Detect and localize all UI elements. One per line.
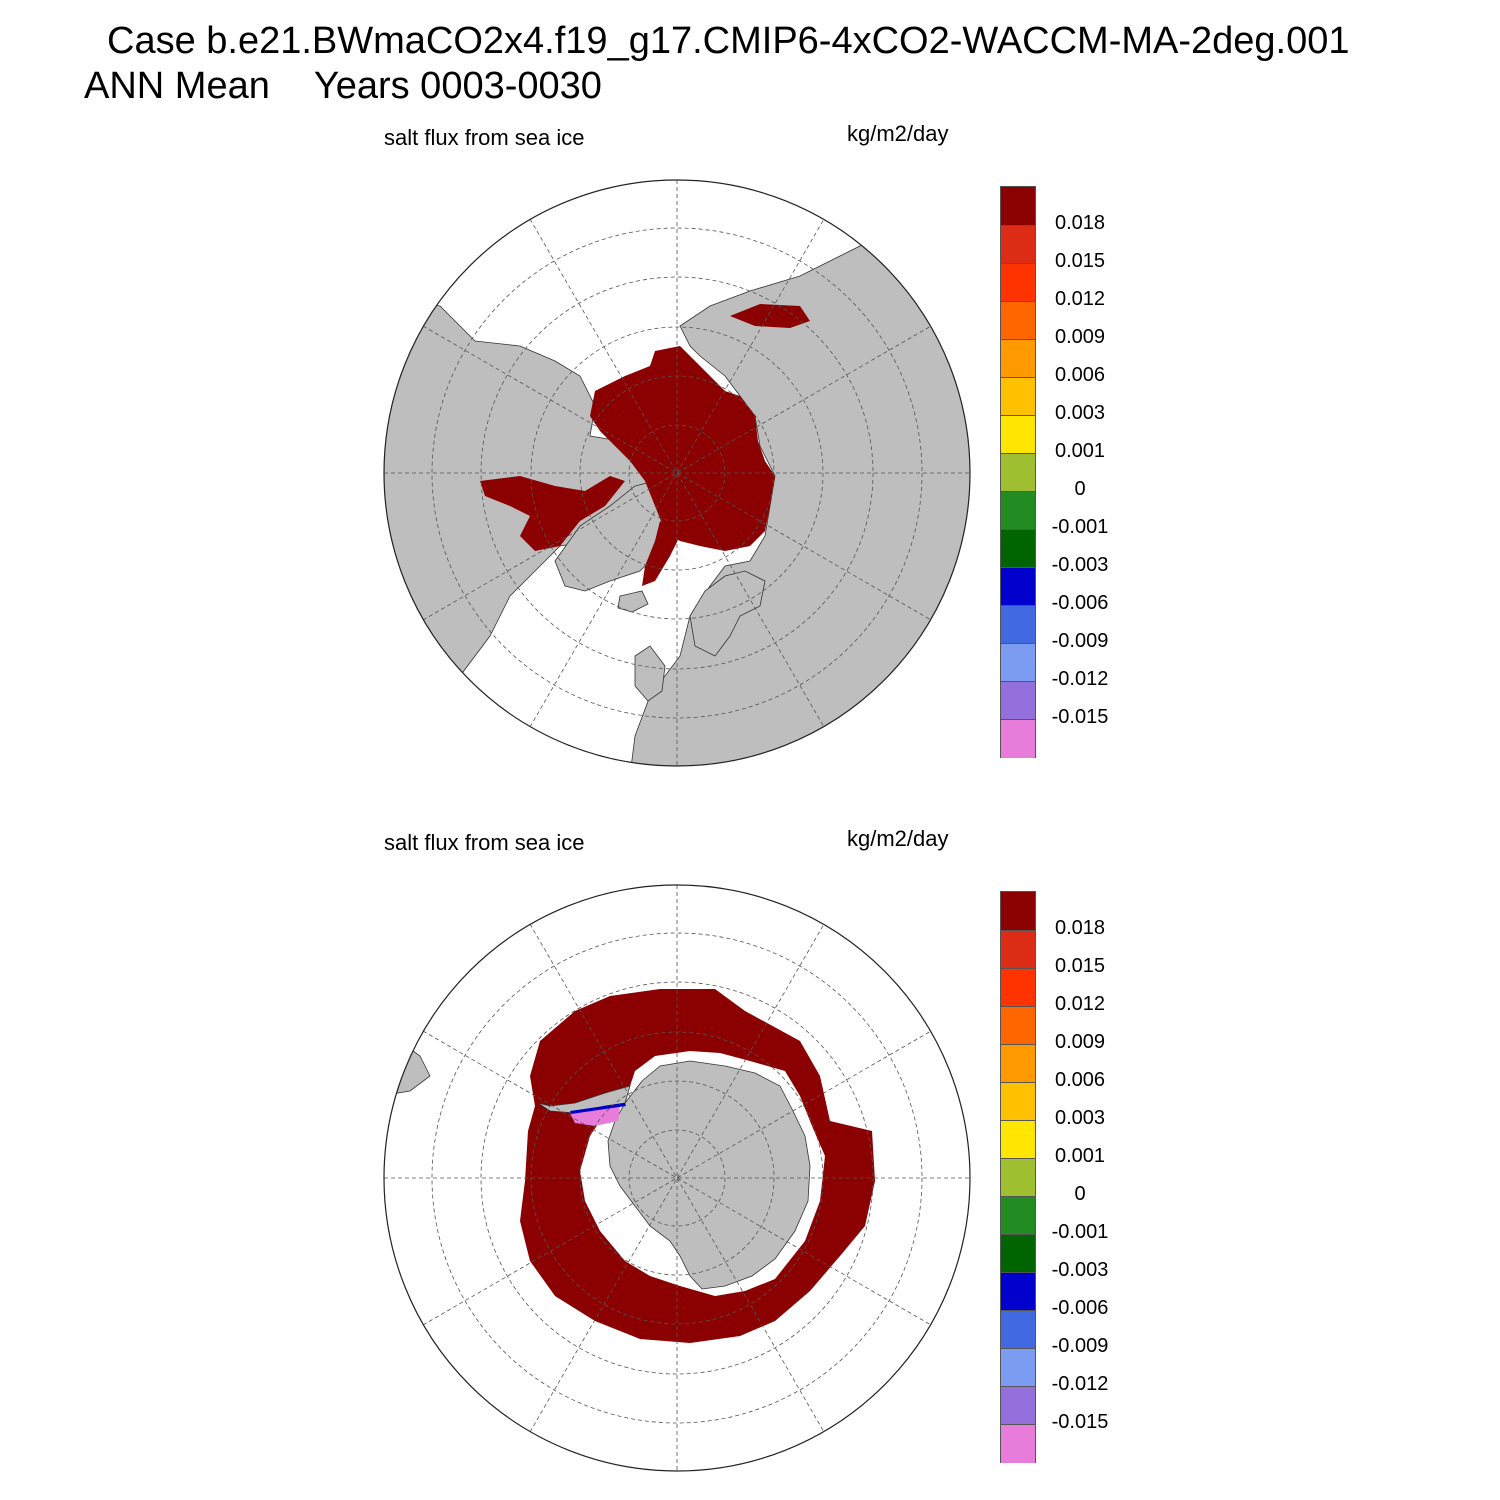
colorbar-swatch bbox=[1001, 1272, 1035, 1311]
north-polar-map bbox=[383, 179, 971, 767]
north-land-scandinavia bbox=[689, 570, 766, 657]
colorbar-swatch bbox=[1001, 968, 1035, 1007]
colorbar-tick-label: 0.009 bbox=[1054, 326, 1106, 348]
colorbar-swatch bbox=[1001, 681, 1035, 720]
colorbar-swatch bbox=[1001, 1082, 1035, 1121]
colorbar-tick-label: 0.001 bbox=[1054, 440, 1106, 462]
south-graticule bbox=[384, 885, 970, 1471]
colorbar-swatch bbox=[1001, 930, 1035, 969]
south-colorbar-frame bbox=[1000, 891, 1036, 1463]
colorbar-swatch bbox=[1001, 491, 1035, 530]
colorbar-tick-label: 0.015 bbox=[1054, 955, 1106, 977]
colorbar-swatch bbox=[1001, 719, 1035, 758]
colorbar-tick-label: -0.001 bbox=[1051, 1221, 1109, 1243]
south-colorbar: 0.018 0.015 0.012 0.009 0.006 0.003 0.001 0 -0.0… bbox=[1000, 891, 1108, 1463]
colorbar-swatch bbox=[1001, 415, 1035, 454]
years-label: Years 0003-0030 bbox=[313, 65, 602, 107]
north-variable-label: salt flux from sea ice bbox=[384, 125, 585, 150]
colorbar-tick-label: -0.009 bbox=[1051, 630, 1109, 652]
north-sea-ice-arctic bbox=[590, 346, 775, 551]
colorbar-tick-label: -0.012 bbox=[1051, 1373, 1109, 1395]
figure-title-case: Case b.e21.BWmaCO2x4.f19_g17.CMIP6-4xCO2… bbox=[107, 20, 1350, 62]
colorbar-tick-label: -0.015 bbox=[1051, 706, 1109, 728]
north-units-label: kg/m2/day bbox=[847, 121, 949, 146]
colorbar-tick-label: 0.003 bbox=[1054, 402, 1106, 424]
colorbar-swatch bbox=[1001, 1158, 1035, 1197]
colorbar-tick-label: 0.015 bbox=[1054, 250, 1106, 272]
colorbar-tick-label: 0.006 bbox=[1054, 1069, 1106, 1091]
north-sea-ice-bering bbox=[730, 304, 810, 328]
colorbar-tick-label: -0.003 bbox=[1051, 554, 1109, 576]
colorbar-swatch bbox=[1001, 1120, 1035, 1159]
colorbar-swatch bbox=[1001, 1234, 1035, 1273]
colorbar-tick-label: 0 bbox=[1074, 1183, 1086, 1205]
colorbar-tick-label: 0.003 bbox=[1054, 1107, 1106, 1129]
colorbar-swatch bbox=[1001, 1044, 1035, 1083]
colorbar-tick-label: 0.006 bbox=[1054, 364, 1106, 386]
colorbar-swatch bbox=[1001, 1310, 1035, 1349]
colorbar-tick-label: -0.012 bbox=[1051, 668, 1109, 690]
colorbar-tick-label: -0.006 bbox=[1051, 592, 1109, 614]
north-land-iceland bbox=[617, 590, 649, 613]
colorbar-tick-label: -0.015 bbox=[1051, 1411, 1109, 1433]
colorbar-tick-label: 0.018 bbox=[1054, 917, 1106, 939]
north-colorbar: 0.018 0.015 0.012 0.009 0.006 0.003 0.001 0 -0.0… bbox=[1000, 186, 1108, 758]
colorbar-swatch bbox=[1001, 643, 1035, 682]
north-land-britain bbox=[634, 645, 666, 702]
north-sea-ice-east-greenland bbox=[642, 521, 680, 586]
colorbar-swatch bbox=[1001, 529, 1035, 568]
colorbar-tick-label: 0.018 bbox=[1054, 212, 1106, 234]
colorbar-tick-label: -0.009 bbox=[1051, 1335, 1109, 1357]
south-units-label: kg/m2/day bbox=[847, 826, 949, 851]
north-graticule bbox=[384, 180, 970, 766]
colorbar-swatch bbox=[1001, 301, 1035, 340]
north-sea-ice-labrador bbox=[480, 476, 625, 551]
colorbar-tick-label: 0.012 bbox=[1054, 993, 1106, 1015]
south-variable-label: salt flux from sea ice bbox=[384, 830, 585, 855]
colorbar-swatch bbox=[1001, 187, 1035, 225]
colorbar-swatch bbox=[1001, 263, 1035, 302]
colorbar-swatch bbox=[1001, 225, 1035, 264]
colorbar-tick-label: -0.001 bbox=[1051, 516, 1109, 538]
colorbar-swatch bbox=[1001, 1196, 1035, 1235]
colorbar-swatch bbox=[1001, 605, 1035, 644]
south-polar-map bbox=[383, 884, 971, 1472]
colorbar-swatch bbox=[1001, 1386, 1035, 1425]
colorbar-swatch bbox=[1001, 1424, 1035, 1463]
colorbar-tick-label: -0.003 bbox=[1051, 1259, 1109, 1281]
colorbar-swatch bbox=[1001, 453, 1035, 492]
south-land-antarctica bbox=[607, 1060, 811, 1290]
colorbar-tick-label: 0.009 bbox=[1054, 1031, 1106, 1053]
colorbar-swatch bbox=[1001, 1006, 1035, 1045]
colorbar-swatch bbox=[1001, 567, 1035, 606]
period-label: ANN Mean bbox=[84, 65, 270, 107]
colorbar-swatch bbox=[1001, 377, 1035, 416]
colorbar-swatch bbox=[1001, 339, 1035, 378]
colorbar-tick-label: 0.012 bbox=[1054, 288, 1106, 310]
colorbar-tick-label: 0.001 bbox=[1054, 1145, 1106, 1167]
figure-title-period: ANN Mean Years 0003-0030 bbox=[84, 65, 602, 108]
colorbar-tick-label: -0.006 bbox=[1051, 1297, 1109, 1319]
colorbar-swatch bbox=[1001, 1348, 1035, 1387]
north-colorbar-frame bbox=[1000, 186, 1036, 758]
colorbar-swatch bbox=[1001, 892, 1035, 930]
colorbar-tick-label: 0 bbox=[1074, 478, 1086, 500]
